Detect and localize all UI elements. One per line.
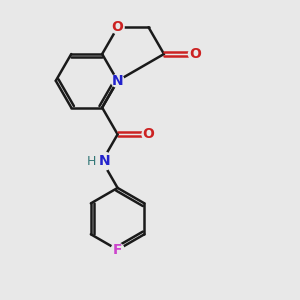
Circle shape [92,152,112,171]
Text: O: O [112,20,124,34]
Text: N: N [112,74,123,88]
Text: N: N [99,154,110,168]
Text: O: O [142,128,154,141]
Circle shape [111,74,124,87]
Text: H: H [87,154,97,168]
Circle shape [111,243,124,256]
Circle shape [111,21,124,34]
Text: F: F [113,243,122,257]
Text: O: O [189,47,201,61]
Circle shape [188,48,201,61]
Circle shape [142,128,155,141]
